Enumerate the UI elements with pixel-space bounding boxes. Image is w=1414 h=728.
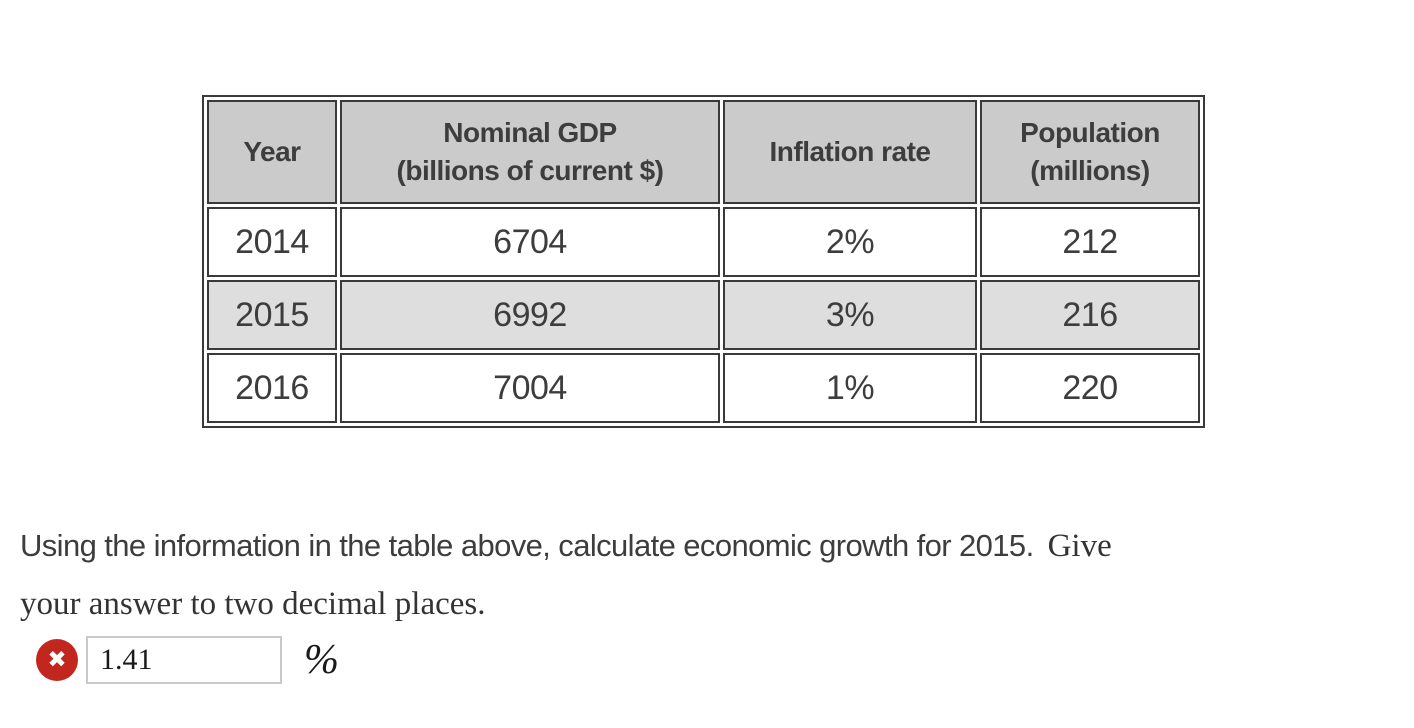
header-nominal-gdp: Nominal GDP (billions of current $) <box>340 100 720 204</box>
question-main-sentence: Using the information in the table above… <box>20 528 1034 563</box>
answer-row: ✖ % <box>36 636 339 684</box>
cell-year-2015: 2015 <box>207 280 337 350</box>
header-inflation-rate: Inflation rate <box>723 100 977 204</box>
header-gdp-label: Nominal GDP <box>443 117 617 148</box>
cell-population-2016: 220 <box>980 353 1200 423</box>
header-inflation-label: Inflation rate <box>769 136 931 167</box>
table-row-2014: 2014 6704 2% 212 <box>207 207 1200 277</box>
table-row-2016: 2016 7004 1% 220 <box>207 353 1200 423</box>
cell-inflation-2015: 3% <box>723 280 977 350</box>
cell-gdp-2014: 6704 <box>340 207 720 277</box>
answer-input[interactable] <box>86 636 282 684</box>
cell-year-2014: 2014 <box>207 207 337 277</box>
question-line-2: your answer to two decimal places. <box>20 586 1380 623</box>
cell-gdp-2016: 7004 <box>340 353 720 423</box>
incorrect-answer-x-icon: ✖ <box>36 639 78 681</box>
economic-data-table: Year Nominal GDP (billions of current $)… <box>202 95 1205 428</box>
table-header-row: Year Nominal GDP (billions of current $)… <box>207 100 1200 204</box>
table-row-2015: 2015 6992 3% 216 <box>207 280 1200 350</box>
percent-unit-label: % <box>304 637 339 683</box>
header-population-label: Population <box>1020 117 1160 148</box>
header-gdp-units: (billions of current $) <box>396 155 664 186</box>
question-line-1: Using the information in the table above… <box>20 528 1380 565</box>
cell-population-2014: 212 <box>980 207 1200 277</box>
question-instruction-start: Give <box>1047 528 1112 564</box>
header-year-label: Year <box>243 136 301 167</box>
cell-gdp-2015: 6992 <box>340 280 720 350</box>
cell-inflation-2014: 2% <box>723 207 977 277</box>
question-text: Using the information in the table above… <box>20 528 1380 623</box>
cell-inflation-2016: 1% <box>723 353 977 423</box>
header-population: Population (millions) <box>980 100 1200 204</box>
cell-year-2016: 2016 <box>207 353 337 423</box>
header-year: Year <box>207 100 337 204</box>
cell-population-2015: 216 <box>980 280 1200 350</box>
question-instruction-end: your answer to two decimal places. <box>20 586 486 622</box>
header-population-units: (millions) <box>1030 155 1150 186</box>
